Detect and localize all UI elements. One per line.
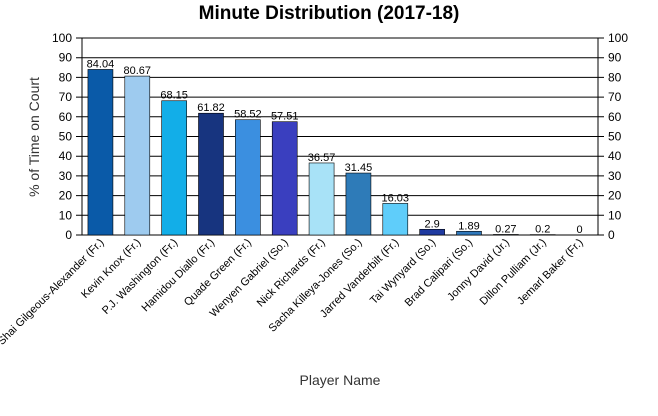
data-label: 80.67: [124, 65, 152, 77]
bars: [87, 69, 556, 236]
data-label: 57.51: [271, 111, 299, 123]
y-tick-label-right: 90: [608, 51, 622, 65]
x-tick-labels: Shai Gilgeous-Alexander (Fr.)Kevin Knox …: [0, 237, 586, 348]
bar: [198, 112, 224, 236]
bar: [419, 228, 445, 236]
x-tick-label: Nick Richards (Fr.): [255, 237, 328, 310]
data-label: 36.57: [308, 152, 336, 164]
x-tick-label: Jemarl Baker (Fr.): [515, 237, 586, 308]
bar: [235, 119, 261, 236]
x-tick-label: Dillon Pulliam (Jr.): [478, 237, 549, 308]
y-tick-label: 100: [52, 31, 72, 45]
bar: [87, 69, 114, 236]
y-tick-label-right: 80: [608, 70, 622, 84]
y-tick-label-right: 30: [608, 169, 622, 183]
data-label: 0.2: [535, 224, 550, 236]
x-axis-label: Player Name: [300, 372, 381, 388]
y-tick-label-right: 60: [608, 110, 622, 124]
bar: [456, 230, 482, 236]
x-tick-label: Quade Green (Fr.): [182, 237, 254, 309]
y-tick-label: 0: [65, 228, 72, 242]
data-label: 0.27: [495, 223, 516, 235]
y-tick-label-right: 50: [608, 130, 622, 144]
data-label: 16.03: [382, 192, 410, 204]
y-tick-label-right: 70: [608, 90, 622, 104]
data-label: 68.15: [160, 90, 188, 102]
data-label: 31.45: [345, 162, 373, 174]
data-label: 2.9: [424, 218, 439, 230]
y-tick-label-right: 0: [608, 228, 615, 242]
chart-title: Minute Distribution (2017-18): [199, 3, 460, 24]
y-tick-label: 10: [59, 208, 73, 222]
y-tick-label-right: 40: [608, 149, 622, 163]
x-tick-label: Brad Calipari (So.): [403, 237, 475, 309]
bar: [161, 100, 187, 236]
bar: [124, 75, 151, 236]
y-tick-label: 70: [59, 90, 73, 104]
y-axis-label: % of Time on Court: [26, 77, 42, 197]
data-label: 58.52: [234, 109, 262, 121]
y-axis-left: 0 10 20 30 40 50 60 70 80 90 100: [52, 31, 83, 242]
bar: [382, 203, 409, 236]
data-label: 0: [577, 224, 583, 236]
bar: [308, 162, 335, 236]
data-label: 84.04: [87, 58, 115, 70]
y-tick-label: 60: [59, 110, 73, 124]
y-tick-label: 90: [59, 51, 73, 65]
data-label: 1.89: [458, 220, 479, 232]
x-tick-label: Tai Wynyard (So.): [368, 237, 438, 307]
bar: [493, 234, 519, 236]
y-tick-label-right: 100: [608, 31, 628, 45]
y-tick-label: 30: [59, 169, 73, 183]
y-tick-label-right: 10: [608, 208, 622, 222]
y-tick-label: 20: [59, 189, 73, 203]
data-labels: 84.04 80.67 68.15 61.82 58.52 57.51 36.57 31.45…: [87, 58, 583, 236]
y-tick-label-right: 20: [608, 189, 622, 203]
data-label: 61.82: [197, 102, 225, 114]
grid-lines: [76, 37, 604, 236]
x-tick-label: Jonny David (Jr.): [445, 237, 512, 304]
y-axis-right: 0 10 20 30 40 50 60 70 80 90 100: [597, 31, 628, 242]
y-tick-label: 40: [59, 149, 73, 163]
bar: [345, 172, 372, 236]
y-tick-label: 50: [59, 130, 73, 144]
y-tick-label: 80: [59, 70, 73, 84]
bar: [271, 121, 298, 236]
